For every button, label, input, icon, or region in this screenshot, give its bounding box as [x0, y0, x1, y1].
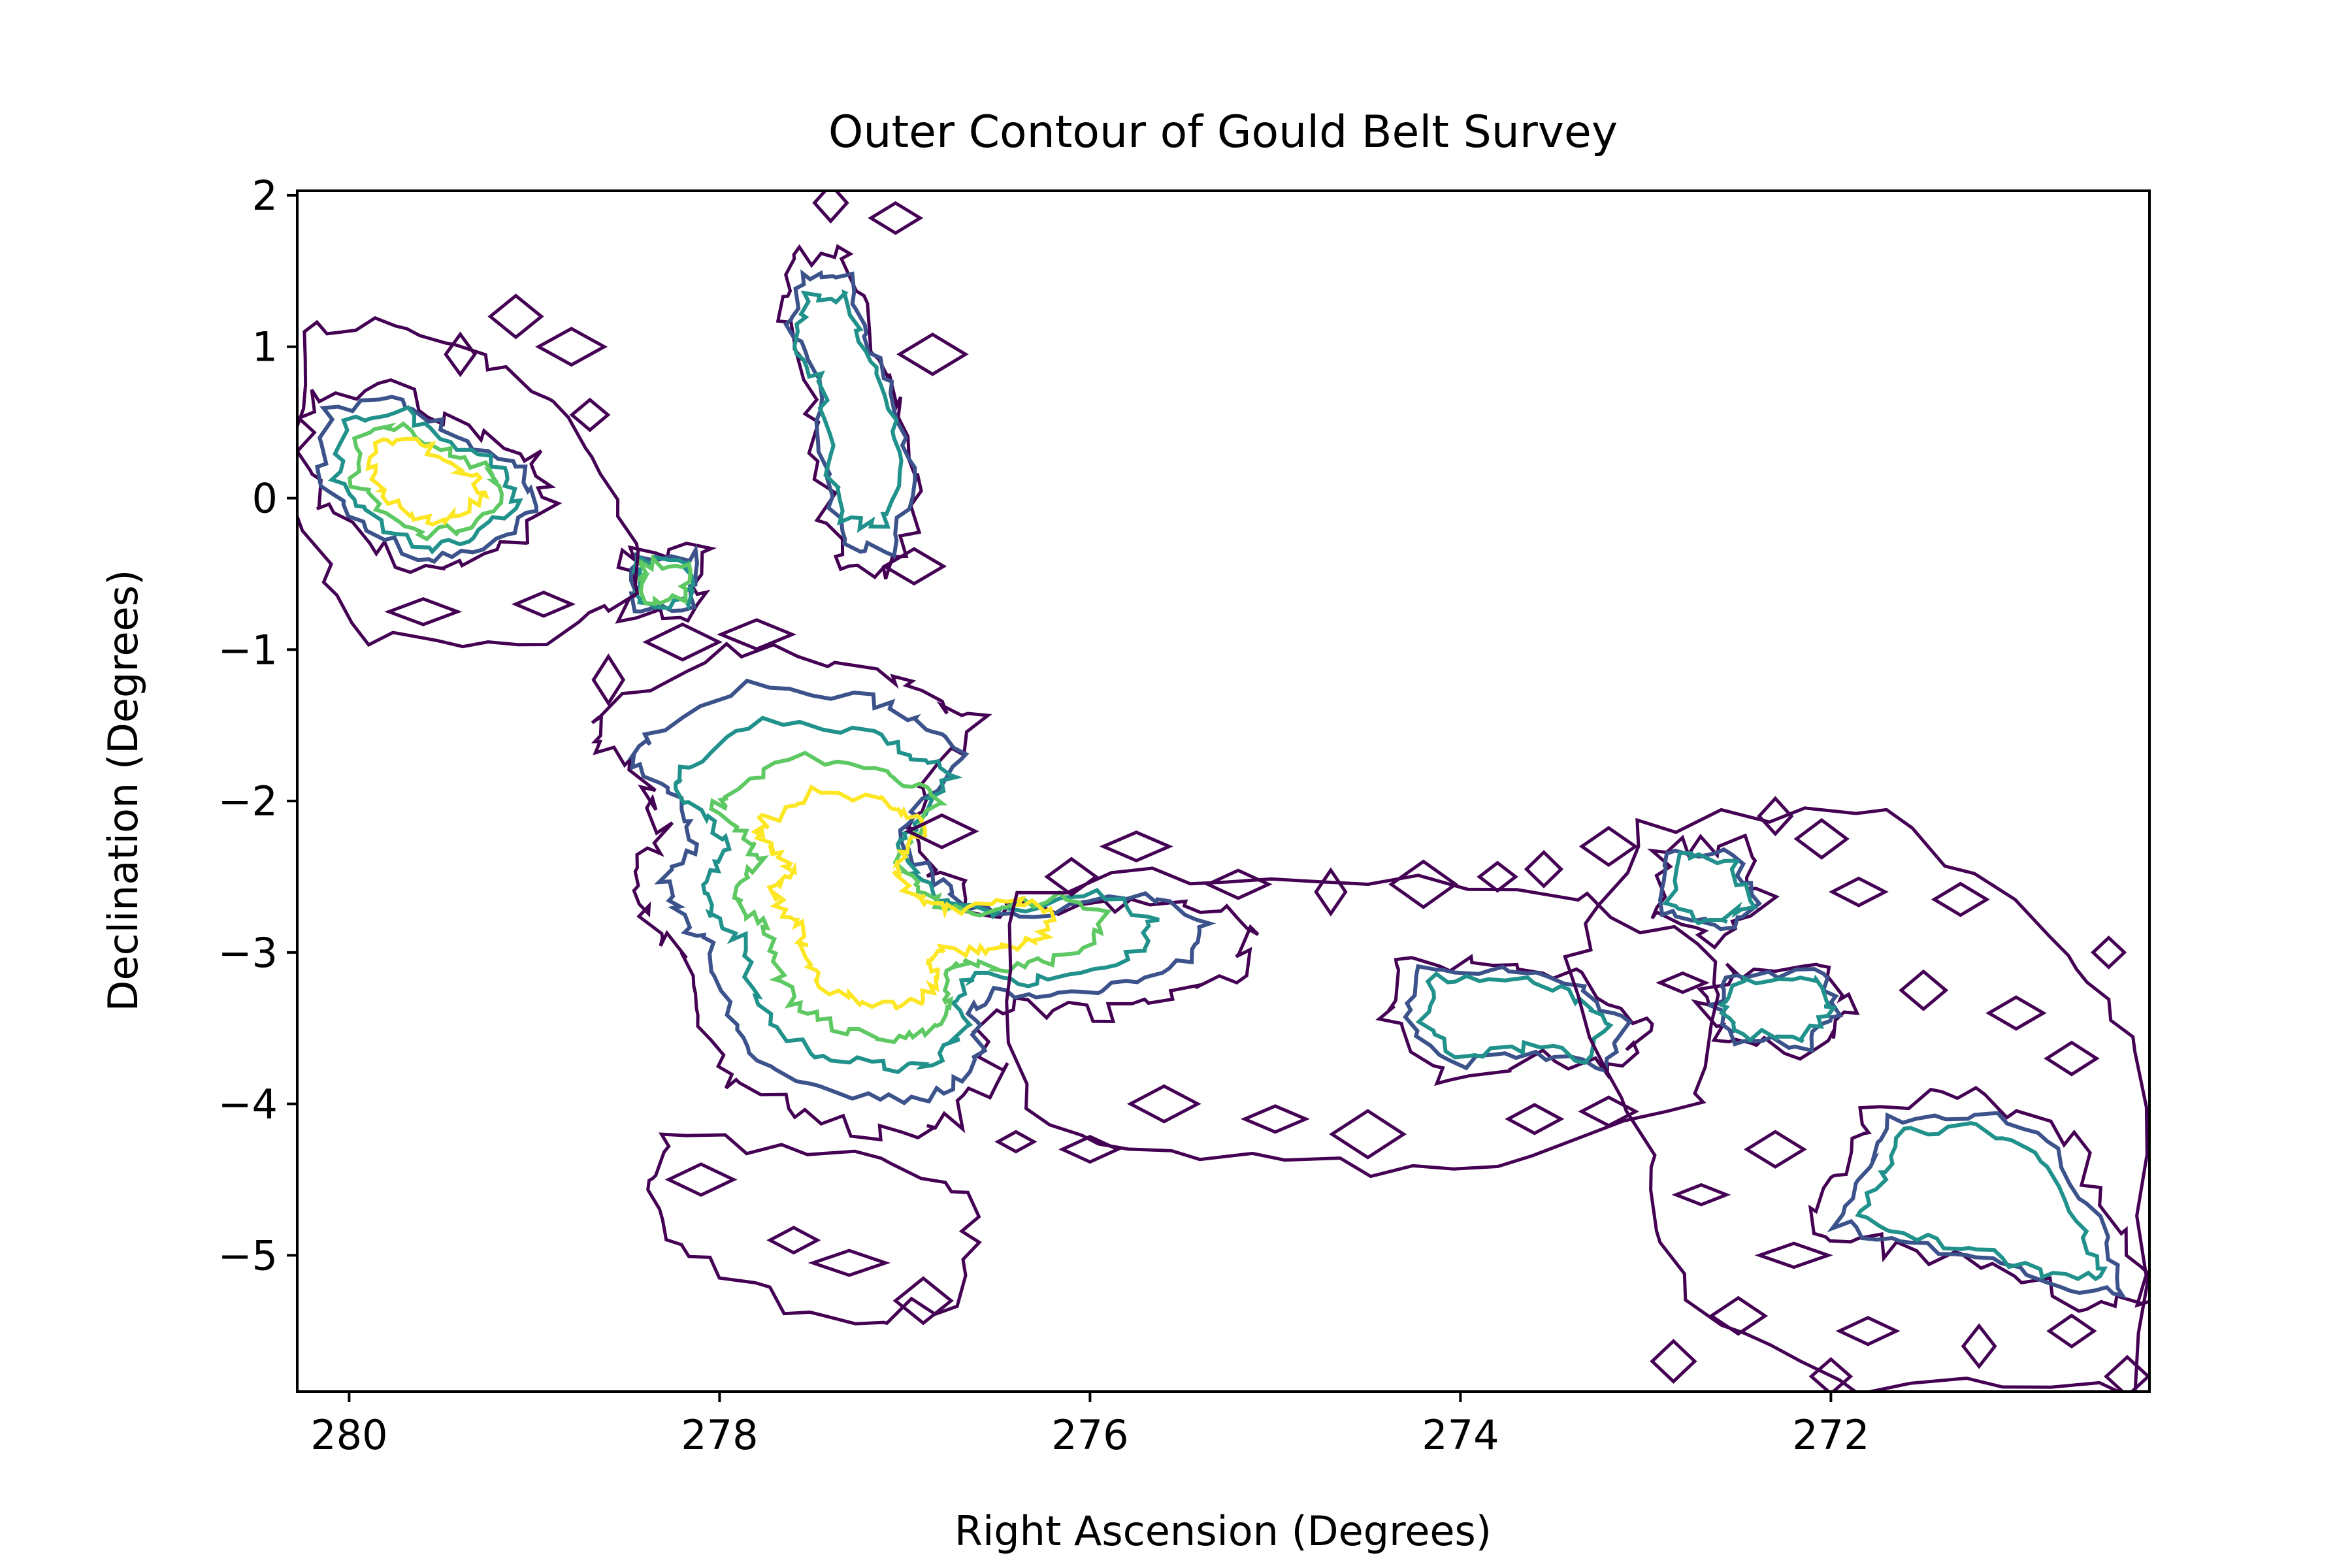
contour-east-clump-1-level-1 — [1658, 847, 1762, 932]
y-tick-label: −1 — [218, 626, 278, 674]
contour-east-clump-1-level-0 — [1646, 833, 1780, 950]
contour-island-level-0 — [812, 191, 849, 224]
contour-island-level-0 — [2090, 935, 2127, 970]
x-tick-label: 280 — [310, 1411, 387, 1459]
contour-island-level-0 — [1505, 1103, 1565, 1135]
y-axis-label: Declination (Degrees) — [99, 570, 147, 1012]
contour-island-level-0 — [1828, 876, 1889, 907]
contour-north-filament-level-0 — [776, 244, 923, 580]
contour-island-level-0 — [1743, 1130, 1807, 1169]
x-tick-label: 276 — [1051, 1411, 1128, 1459]
contour-island-level-0 — [1329, 1109, 1407, 1160]
contour-island-level-0 — [642, 622, 723, 662]
contour-island-level-0 — [1793, 818, 1850, 860]
contour-east-clump-2-level-2 — [1717, 974, 1838, 1043]
contour-island-level-0 — [384, 597, 463, 627]
contour-island-level-0 — [487, 293, 544, 340]
contour-island-level-0 — [1961, 1323, 1997, 1369]
contour-aquila-west-level-2 — [328, 405, 523, 555]
contour-island-level-0 — [444, 331, 477, 378]
contour-east-diffuse-level-0 — [1563, 806, 2149, 1392]
contour-east-clump-1-level-2 — [1661, 851, 1758, 926]
contour-island-level-0 — [1203, 868, 1273, 900]
contour-island-level-0 — [1650, 1339, 1697, 1384]
contour-island-level-0 — [1835, 1316, 1901, 1347]
contour-island-level-0 — [1754, 1241, 1833, 1269]
contour-central-diffuse-level-0 — [1005, 866, 1720, 1179]
contour-northwest-diffuse-level-0 — [297, 316, 640, 649]
contour-island-level-0 — [1044, 857, 1099, 897]
contour-island-level-0 — [1524, 850, 1564, 889]
contour-island-level-0 — [535, 327, 608, 367]
y-tick-label: −2 — [218, 777, 278, 825]
contour-island-level-0 — [1808, 1357, 1854, 1392]
contour-southeast-cloud-level-0 — [1808, 1086, 2149, 1313]
contour-island-level-0 — [664, 1162, 738, 1197]
contour-island-level-0 — [1708, 1296, 1769, 1336]
contour-island-level-0 — [808, 1249, 891, 1277]
contour-island-level-0 — [868, 201, 924, 235]
contour-east-clump-2-level-1 — [1707, 967, 1844, 1053]
x-tick-label: 272 — [1792, 1411, 1869, 1459]
contour-island-level-0 — [1671, 1183, 1731, 1207]
contour-island-level-0 — [511, 590, 576, 618]
y-tick-label: 0 — [252, 475, 278, 523]
contour-island-level-0 — [1931, 881, 1990, 917]
y-tick-label: 1 — [252, 323, 278, 371]
contour-island-level-0 — [1656, 971, 1710, 994]
x-axis: 280 278 276 274 272 — [310, 1392, 1870, 1459]
contour-southeast-cloud-level-1 — [1827, 1111, 2127, 1299]
contour-island-level-0 — [1578, 826, 1639, 868]
contour-central-ridge-level-1 — [1403, 964, 1633, 1073]
chart-title: Outer Contour of Gould Belt Survey — [828, 106, 1618, 158]
contour-serpens-north-knot-level-3 — [636, 553, 693, 606]
y-tick-label: −4 — [218, 1081, 278, 1128]
contour-island-level-0 — [1099, 830, 1173, 863]
contour-island-level-0 — [1314, 867, 1348, 917]
contour-north-filament-level-1 — [783, 269, 917, 559]
contour-island-level-0 — [766, 1226, 821, 1255]
x-tick-label: 274 — [1422, 1411, 1499, 1459]
contour-island-level-0 — [1985, 995, 2047, 1031]
contour-island-level-0 — [591, 653, 626, 707]
contour-island-level-0 — [904, 813, 979, 849]
y-tick-label: 2 — [252, 172, 278, 220]
contour-island-level-0 — [569, 397, 611, 433]
contour-island-level-0 — [1757, 796, 1794, 837]
contour-island-level-0 — [1126, 1084, 1201, 1124]
contour-island-level-0 — [2044, 1040, 2100, 1077]
contour-aquila-west-level-0 — [297, 378, 563, 574]
contour-island-level-0 — [1899, 969, 1949, 1011]
contour-serpens-north-knot-level-2 — [631, 553, 696, 612]
contour-island-level-0 — [2046, 1313, 2097, 1349]
contour-island-level-0 — [881, 547, 947, 586]
contour-island-level-0 — [896, 332, 969, 376]
contour-layer — [297, 191, 2149, 1392]
contour-island-level-0 — [1240, 1104, 1310, 1134]
contour-island-level-0 — [1058, 1135, 1122, 1164]
contour-island-level-0 — [1578, 1095, 1640, 1128]
contour-central-ridge-level-2 — [1415, 971, 1614, 1065]
y-tick-label: −5 — [218, 1232, 278, 1279]
contour-aquila-west-level-1 — [315, 395, 539, 564]
contour-island-level-0 — [994, 1130, 1037, 1154]
y-tick-label: −3 — [218, 929, 278, 977]
x-axis-label: Right Ascension (Degrees) — [955, 1507, 1492, 1555]
contour-island-level-0 — [716, 618, 797, 651]
contour-southeast-cloud-level-2 — [1855, 1121, 2108, 1282]
contour-southern-extension-level-0 — [646, 1132, 982, 1326]
contour-serpens-main-level-0 — [591, 642, 1260, 1142]
y-axis: 2 1 0 −1 −2 −3 −4 −5 — [218, 172, 297, 1279]
contour-island-level-0 — [1477, 860, 1518, 893]
contour-island-level-0 — [892, 1276, 954, 1326]
x-tick-label: 278 — [681, 1411, 758, 1459]
contour-serpens-main-level-4 — [750, 784, 1057, 1011]
plot-frame — [296, 189, 2151, 1393]
contour-north-filament-level-2 — [792, 289, 904, 533]
contour-island-level-0 — [1388, 859, 1459, 909]
contour-aquila-west-level-4 — [365, 436, 490, 527]
